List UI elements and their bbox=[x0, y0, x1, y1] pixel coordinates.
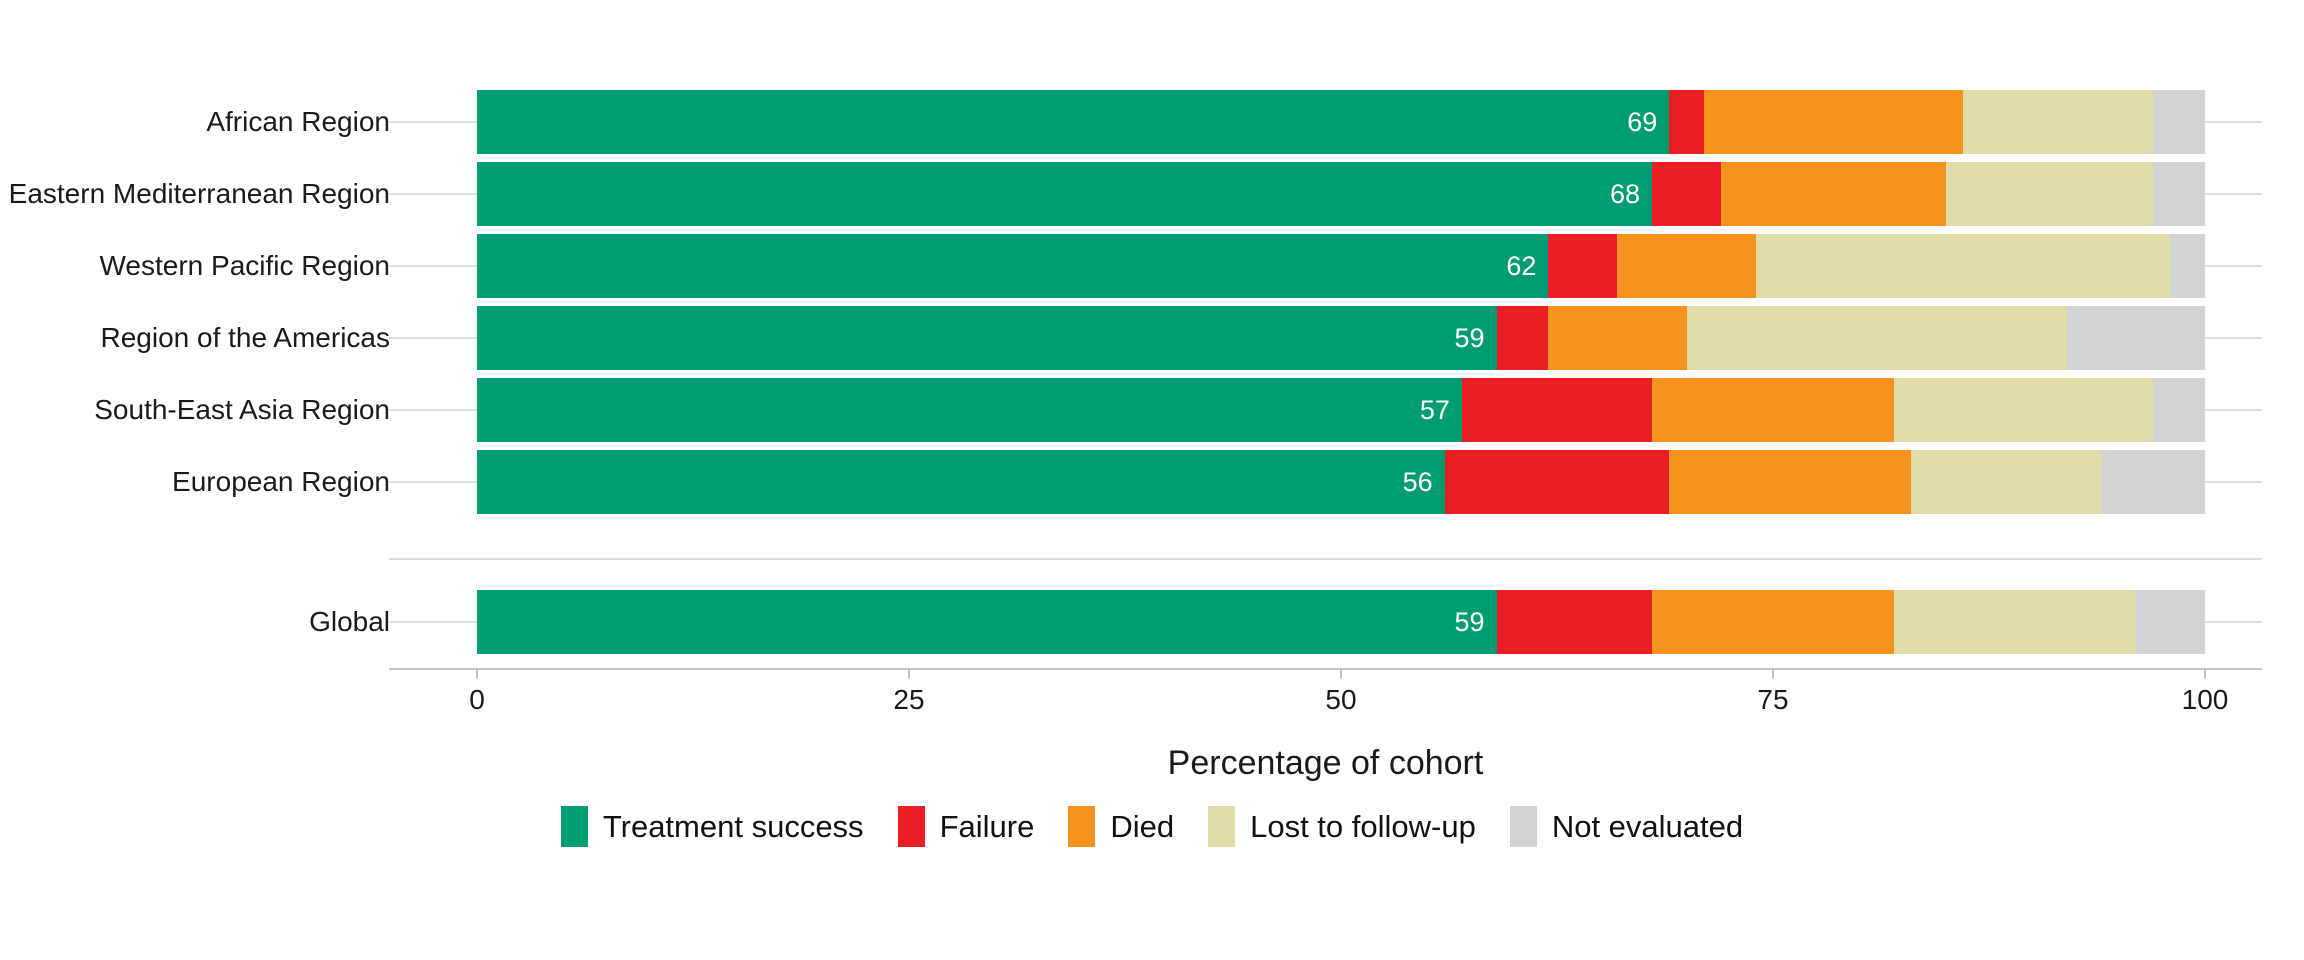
legend-label: Lost to follow-up bbox=[1250, 808, 1476, 844]
bar-row: 59 bbox=[477, 590, 2205, 654]
bar-segment-lost-to-follow-up bbox=[1911, 450, 2102, 514]
bar-segment-lost-to-follow-up bbox=[1686, 306, 2067, 370]
legend: Treatment success Failure Died Lost to foll… bbox=[0, 806, 2304, 847]
x-axis-tick bbox=[2204, 670, 2206, 678]
legend-item-died: Died bbox=[1068, 806, 1174, 847]
x-axis-tick-label: 25 bbox=[893, 684, 925, 715]
legend-swatch bbox=[1068, 806, 1096, 847]
bar-value-label: 59 bbox=[1454, 323, 1485, 353]
bar-segment-failure bbox=[1669, 90, 1704, 154]
x-axis-tick bbox=[908, 670, 910, 678]
bar-segment-died bbox=[1617, 234, 1756, 298]
x-axis-line bbox=[389, 668, 2262, 670]
legend-label: Died bbox=[1110, 808, 1175, 844]
bar-segment-not-evaluated bbox=[2153, 378, 2205, 442]
bar-segment-not-evaluated bbox=[2153, 162, 2205, 226]
bar-segment-lost-to-follow-up bbox=[1945, 162, 2154, 226]
bar-segment-not-evaluated bbox=[2153, 90, 2205, 154]
bar-segment-not-evaluated bbox=[2170, 234, 2205, 298]
bar-segment-failure bbox=[1548, 234, 1618, 298]
bar-value-label: 57 bbox=[1419, 395, 1450, 425]
bar-row: 56 bbox=[477, 450, 2205, 514]
bar-segment-died bbox=[1652, 590, 1894, 654]
x-axis-tick bbox=[476, 670, 478, 678]
x-axis-tick-label: 0 bbox=[469, 684, 485, 715]
category-label: African Region bbox=[206, 106, 390, 137]
legend-label: Treatment success bbox=[602, 808, 864, 844]
bar-segment-treatment-success: 62 bbox=[477, 234, 1549, 298]
bar-segment-treatment-success: 59 bbox=[477, 590, 1497, 654]
x-axis-tick bbox=[1772, 670, 1774, 678]
legend-item-not-evaluated: Not evaluated bbox=[1509, 806, 1744, 847]
bar-segment-lost-to-follow-up bbox=[1963, 90, 2154, 154]
x-axis-title: Percentage of cohort bbox=[1167, 744, 1484, 782]
x-axis-tick-label: 50 bbox=[1325, 684, 1357, 715]
bar-segment-failure bbox=[1652, 162, 1722, 226]
x-axis-tick-label: 75 bbox=[1757, 684, 1789, 715]
bar-row: 62 bbox=[477, 234, 2205, 298]
bar-segment-not-evaluated bbox=[2135, 590, 2205, 654]
bar-segment-lost-to-follow-up bbox=[1893, 590, 2136, 654]
legend-label: Failure bbox=[939, 808, 1035, 844]
bar-value-label: 62 bbox=[1506, 251, 1537, 281]
gridline bbox=[389, 558, 2262, 560]
bar-segment-died bbox=[1721, 162, 1946, 226]
legend-label: Not evaluated bbox=[1551, 808, 1744, 844]
bar-segment-failure bbox=[1444, 450, 1670, 514]
bar-segment-not-evaluated bbox=[2101, 450, 2205, 514]
legend-item-lost-to-follow-up: Lost to follow-up bbox=[1208, 806, 1476, 847]
bar-segment-failure bbox=[1496, 306, 1549, 370]
bar-segment-treatment-success: 68 bbox=[477, 162, 1653, 226]
legend-swatch bbox=[1208, 806, 1236, 847]
bar-row: 69 bbox=[477, 90, 2205, 154]
bar-segment-treatment-success: 56 bbox=[477, 450, 1445, 514]
bar-segment-not-evaluated bbox=[2066, 306, 2205, 370]
bar-segment-died bbox=[1703, 90, 1964, 154]
bar-segment-treatment-success: 57 bbox=[477, 378, 1462, 442]
bar-row: 68 bbox=[477, 162, 2205, 226]
category-label: Global bbox=[309, 606, 390, 637]
legend-swatch bbox=[897, 806, 925, 847]
category-label: European Region bbox=[172, 466, 390, 497]
legend-swatch bbox=[560, 806, 588, 847]
x-axis-tick bbox=[1340, 670, 1342, 678]
bar-value-label: 68 bbox=[1609, 179, 1641, 209]
legend-swatch bbox=[1509, 806, 1537, 847]
bar-segment-treatment-success: 59 bbox=[477, 306, 1497, 370]
category-label: Eastern Mediterranean Region bbox=[8, 178, 390, 209]
bar-row: 57 bbox=[477, 378, 2205, 442]
bar-value-label: 56 bbox=[1402, 467, 1433, 497]
category-label: South-East Asia Region bbox=[94, 394, 390, 425]
bar-segment-died bbox=[1669, 450, 1912, 514]
legend-item-treatment-success: Treatment success bbox=[560, 806, 864, 847]
bar-value-label: 59 bbox=[1454, 607, 1485, 637]
category-label: Region of the Americas bbox=[100, 322, 391, 353]
bar-segment-treatment-success: 69 bbox=[477, 90, 1670, 154]
bar-row: 59 bbox=[477, 306, 2205, 370]
bar-segment-died bbox=[1652, 378, 1894, 442]
bar-segment-failure bbox=[1496, 590, 1653, 654]
bar-segment-lost-to-follow-up bbox=[1893, 378, 2154, 442]
bar-segment-died bbox=[1548, 306, 1687, 370]
bar-value-label: 69 bbox=[1627, 107, 1658, 137]
x-axis-tick-label: 100 bbox=[2181, 684, 2229, 715]
legend-item-failure: Failure bbox=[897, 806, 1035, 847]
bar-segment-lost-to-follow-up bbox=[1755, 234, 2171, 298]
bar-segment-failure bbox=[1461, 378, 1653, 442]
category-label: Western Pacific Region bbox=[99, 250, 391, 281]
